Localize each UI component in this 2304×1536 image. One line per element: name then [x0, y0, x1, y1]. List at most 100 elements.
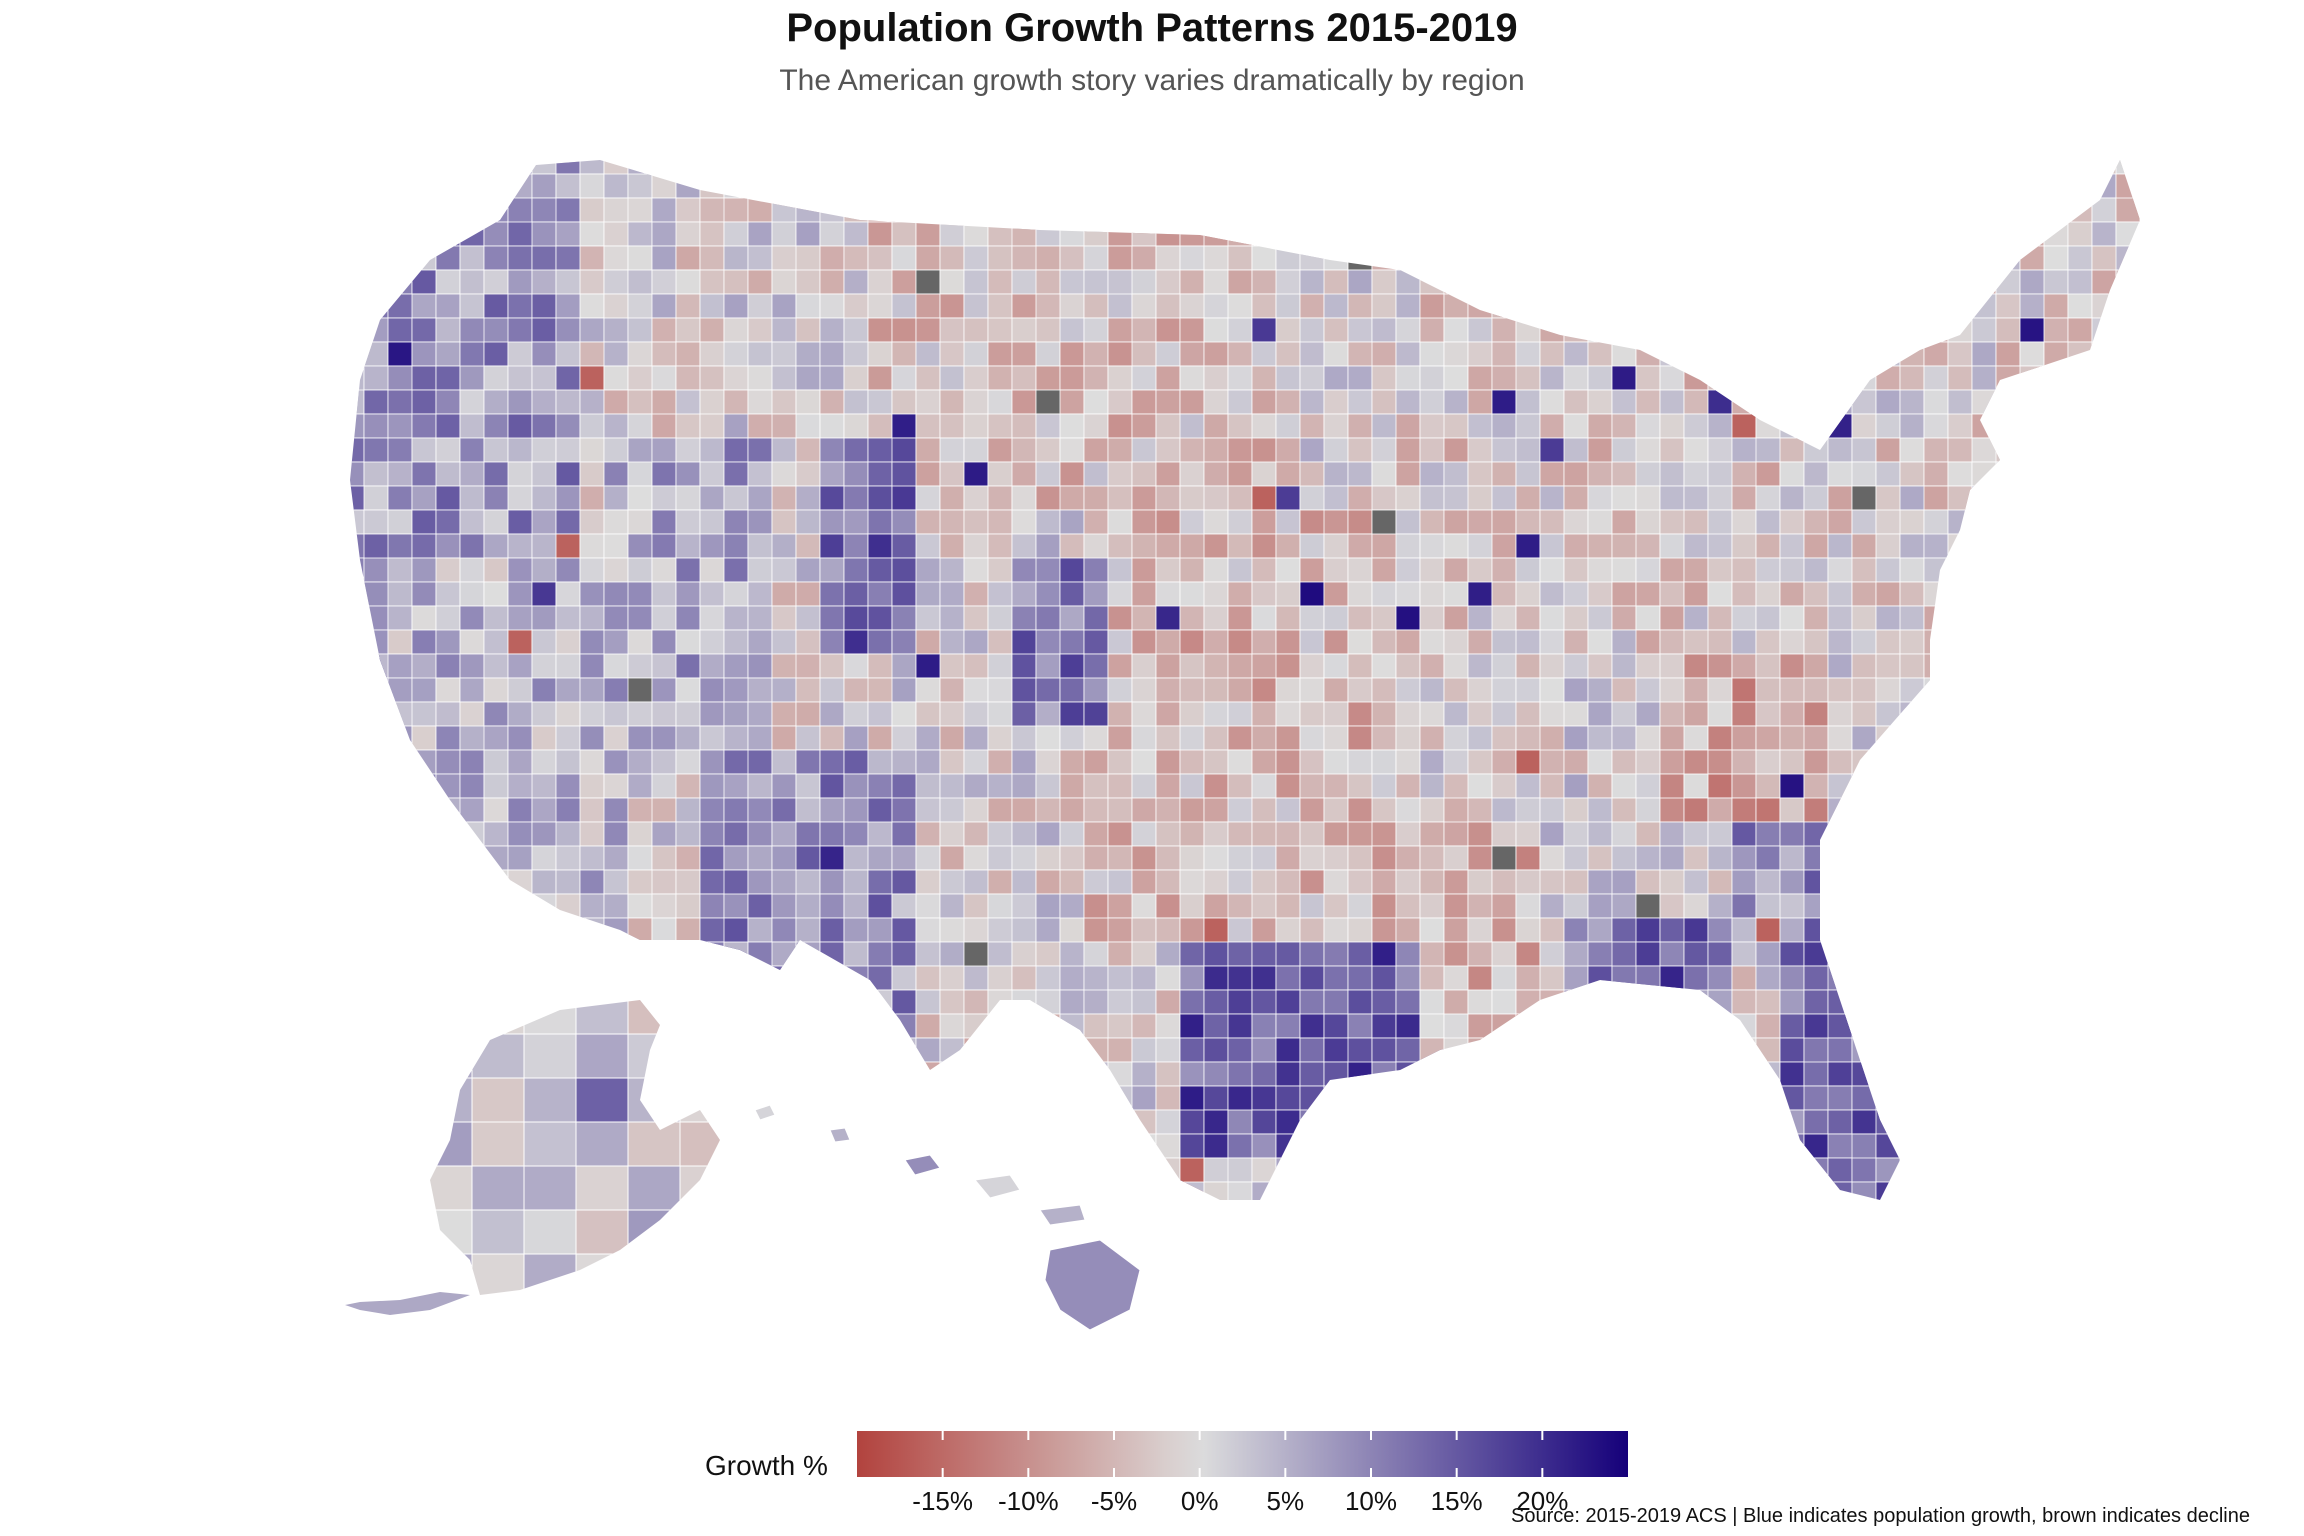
- county-cell: [2115, 581, 2140, 607]
- county-cell: [2019, 365, 2045, 391]
- county-cell: [1371, 197, 1421, 223]
- county-cell: [699, 509, 725, 535]
- county-cell: [699, 797, 725, 823]
- county-cell: [2044, 1206, 2068, 1230]
- county-cell: [891, 629, 917, 655]
- county-cell: [651, 317, 677, 343]
- county-cell: [1299, 1181, 1325, 1200]
- county-cell: [1203, 197, 1229, 223]
- county-cell: [1971, 965, 1997, 991]
- county-cell: [1707, 317, 1733, 343]
- county-cell: [915, 173, 941, 199]
- county-cell: [939, 989, 965, 1015]
- county-cell: [651, 629, 677, 655]
- county-cell: [1851, 160, 1877, 175]
- county-cell: [1275, 389, 1301, 415]
- county-cell: [627, 845, 653, 871]
- county-cell: [2091, 677, 2117, 703]
- county-cell: [1155, 701, 1181, 727]
- county-cell: [1371, 557, 1397, 583]
- county-cell: [1203, 509, 1229, 535]
- county-cell: [1755, 293, 1781, 319]
- county-cell: [1587, 893, 1613, 919]
- county-cell: [1011, 533, 1037, 559]
- borough-cell: [627, 1209, 681, 1255]
- county-cell: [435, 173, 461, 199]
- county-cell: [627, 389, 653, 415]
- county-cell: [411, 389, 437, 415]
- county-cell: [1659, 269, 1685, 295]
- county-cell: [2067, 581, 2117, 607]
- county-cell: [1731, 245, 1757, 271]
- county-cell: [891, 821, 917, 847]
- county-cell: [2091, 845, 2117, 871]
- county-cell: [1755, 1181, 1781, 1200]
- county-cell: [939, 1133, 989, 1159]
- county-cell: [1731, 533, 1757, 559]
- county-cell: [579, 917, 605, 943]
- county-cell: [1899, 1013, 1925, 1039]
- county-cell: [2043, 1061, 2069, 1087]
- county-cell: [1635, 1037, 1661, 1063]
- county-cell: [435, 341, 461, 367]
- county-cell: [579, 557, 605, 583]
- county-cell: [1347, 197, 1373, 223]
- county-cell: [435, 869, 461, 895]
- county-cell: [1827, 269, 1853, 295]
- county-cell: [1227, 773, 1253, 799]
- county-cell: [1347, 893, 1373, 919]
- county-cell: [1107, 1109, 1133, 1135]
- county-cell: [2139, 437, 2140, 463]
- county-cell: [1827, 245, 1853, 271]
- county-cell: [1563, 197, 1589, 223]
- county-cell: [1923, 1109, 1949, 1159]
- county-cell: [1851, 245, 1877, 271]
- county-cell: [1923, 461, 1949, 487]
- county-cell: [915, 365, 941, 391]
- county-cell: [675, 581, 701, 607]
- county-cell: [1803, 509, 1829, 535]
- county-cell: [819, 1085, 845, 1111]
- county-cell: [2043, 845, 2069, 871]
- county-cell: [350, 797, 389, 823]
- county-cell: [1779, 221, 1805, 271]
- county-cell: [459, 437, 485, 463]
- county-cell: [387, 1157, 413, 1183]
- county-cell: [1635, 221, 1661, 247]
- county-cell: [507, 160, 533, 175]
- county-cell: [579, 160, 605, 175]
- county-cell: [1539, 413, 1565, 439]
- borough-cell: [679, 1253, 720, 1295]
- county-cell: [723, 821, 749, 847]
- county-cell: [1851, 725, 1877, 751]
- county-cell: [483, 797, 509, 823]
- county-cell: [579, 605, 605, 631]
- legend-tick-label: -10%: [997, 1486, 1059, 1516]
- county-cell: [1515, 221, 1541, 247]
- county-cell: [747, 461, 773, 487]
- county-cell: [1083, 1157, 1109, 1183]
- county-cell: [987, 1133, 1013, 1159]
- county-cell: [1755, 485, 1781, 511]
- county-cell: [1059, 1157, 1085, 1183]
- county-cell: [1611, 1085, 1637, 1111]
- county-cell: [387, 413, 413, 439]
- county-cell: [1971, 557, 1997, 583]
- county-cell: [1203, 160, 1229, 175]
- county-cell: [723, 773, 749, 799]
- hawaii-island: [829, 1127, 851, 1143]
- county-cell: [387, 197, 413, 247]
- county-cell: [987, 893, 1013, 919]
- county-cell: [1035, 677, 1061, 703]
- county-cell: [1971, 917, 1997, 943]
- county-cell: [1419, 197, 1445, 247]
- county-cell: [964, 1206, 988, 1230]
- county-cell: [2067, 293, 2093, 319]
- county-cell: [2067, 341, 2093, 367]
- county-cell: [1467, 1037, 1493, 1063]
- county-cell: [411, 893, 437, 919]
- county-cell: [843, 160, 869, 175]
- county-cell: [1707, 821, 1733, 847]
- county-cell: [1539, 965, 1565, 991]
- county-cell: [747, 437, 773, 463]
